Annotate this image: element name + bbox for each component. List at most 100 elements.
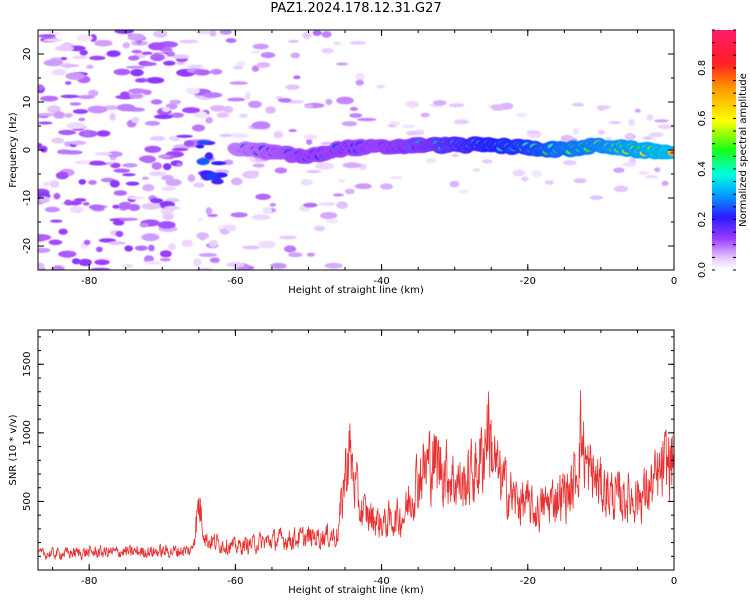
spectrogram-cell — [274, 167, 288, 174]
spectrogram-cell — [560, 134, 574, 142]
spectrogram-cell — [229, 81, 248, 85]
spectrogram-cell — [165, 178, 182, 186]
spectrogram-cell — [290, 52, 301, 59]
spectrogram-cell — [332, 193, 344, 197]
spectrogram-cell — [64, 199, 72, 206]
spectrogram-cell — [252, 43, 269, 50]
spectrogram-cell — [598, 106, 605, 111]
spectrogram-cell — [38, 247, 51, 253]
spectrogram-cell — [563, 160, 577, 166]
spectrogram-cell — [48, 239, 63, 246]
spectrogram-cell — [170, 112, 184, 118]
spectrogram-cell — [209, 257, 220, 263]
spectrogram-cell — [613, 167, 625, 173]
spectrogram-cell — [646, 114, 654, 121]
spectrogram-cell — [141, 51, 153, 55]
spectrogram-cell — [227, 97, 246, 102]
spectrogram-cell — [349, 40, 366, 45]
spectrogram-cell — [88, 204, 104, 210]
spectrogram-cell — [63, 113, 73, 118]
spectrogram-cell — [357, 117, 377, 122]
spectrogram-cell — [42, 181, 51, 187]
spectrogram-cell — [613, 185, 629, 193]
spectrogram-cell — [116, 103, 136, 112]
spectrogram-cell — [89, 160, 105, 165]
spectrogram-cell — [196, 232, 209, 240]
spectrogram-cell — [191, 124, 206, 132]
spectrogram-cell — [325, 98, 333, 106]
snr-x-tick-label: -40 — [373, 576, 389, 587]
spectrogram-cell — [453, 119, 470, 125]
spectrogram-cell — [205, 117, 213, 124]
spectrogram-cell — [107, 151, 123, 158]
spectrogram-cell — [55, 171, 69, 180]
spectrogram-cell — [491, 104, 506, 111]
spectrogram-cell — [306, 138, 313, 145]
spectrogram-cell — [134, 245, 148, 251]
colorbar-tick-label: 0.0 — [697, 262, 708, 278]
spectrogram-cell — [338, 179, 346, 183]
spectrogram-cell — [69, 45, 86, 52]
spectrogram-cell — [151, 162, 162, 170]
spectrogram-cell — [161, 186, 176, 191]
spectrogram-cell — [625, 132, 634, 139]
spectrogram-cell — [105, 161, 114, 165]
spectrogram-cell — [50, 219, 63, 223]
spectrogram-cell — [644, 175, 659, 179]
spectrogram-cell — [150, 198, 164, 204]
spectrogram-cell — [163, 163, 172, 171]
spectrogram-cell — [306, 169, 322, 174]
colorbar-tick-label: 0.8 — [697, 60, 708, 76]
spectrogram-cell — [210, 68, 223, 75]
spectrogram-cell — [38, 234, 46, 242]
spectrogram-cell — [193, 69, 211, 76]
spectrogram-cell — [146, 77, 165, 84]
spectrogram-cell — [176, 162, 183, 167]
spectrogram-cell — [181, 239, 193, 247]
spectrogram-cell — [179, 39, 199, 44]
spectrogram-cell — [242, 245, 260, 250]
colorbar-tick-label: 0.6 — [697, 110, 708, 126]
spectrogram-cell — [219, 133, 234, 138]
spectrogram-cell — [38, 262, 45, 269]
spectrogram-x-tick-label: 0 — [671, 276, 677, 287]
colorbar: 0.0 0.2 0.4 0.6 0.8 Normalized spectral ampl… — [697, 29, 749, 278]
spectrogram-cell — [163, 205, 181, 211]
spectrogram-cell — [94, 39, 113, 47]
spectrogram-cell — [321, 48, 334, 54]
spectrogram-cell — [341, 121, 357, 127]
spectrogram-cell — [51, 265, 65, 270]
spectrogram-cell — [144, 145, 162, 153]
spectrogram-cell — [251, 50, 260, 54]
spectrogram-cell — [589, 195, 603, 200]
spectrogram-cell — [88, 180, 97, 185]
spectrogram-cell — [216, 112, 230, 118]
spectrogram-cell — [336, 96, 354, 105]
spectrogram-cell — [141, 62, 157, 66]
spectrogram-cell — [129, 93, 144, 99]
spectrogram-cell — [69, 140, 87, 145]
spectrogram-cell — [72, 55, 88, 60]
spectrogram-cell — [58, 129, 77, 136]
spectrogram-cell — [148, 42, 166, 51]
spectrogram-cell — [187, 64, 204, 70]
spectrogram-cell — [242, 170, 259, 179]
spectrogram-cell — [103, 105, 119, 111]
spectrogram-cell — [376, 84, 385, 89]
spectrogram-cell — [83, 202, 90, 206]
spectrogram-cell — [544, 180, 555, 185]
spectrogram-cell — [128, 33, 146, 41]
spectrogram-cell — [86, 64, 94, 69]
spectrogram-cell — [94, 152, 113, 156]
spectrogram-cell — [333, 41, 342, 46]
spectrogram-cell — [657, 124, 674, 129]
spectrogram-cell — [326, 219, 339, 224]
spectrogram-cell — [197, 217, 204, 222]
spectrogram-cell — [139, 222, 149, 228]
colorbar-gradient — [712, 30, 736, 270]
spectrogram-cell — [572, 128, 579, 135]
spectrogram-cell — [205, 207, 213, 215]
spectrogram-cell — [405, 130, 419, 136]
spectrogram-cell — [426, 157, 437, 164]
spectrogram-cell — [248, 100, 262, 109]
